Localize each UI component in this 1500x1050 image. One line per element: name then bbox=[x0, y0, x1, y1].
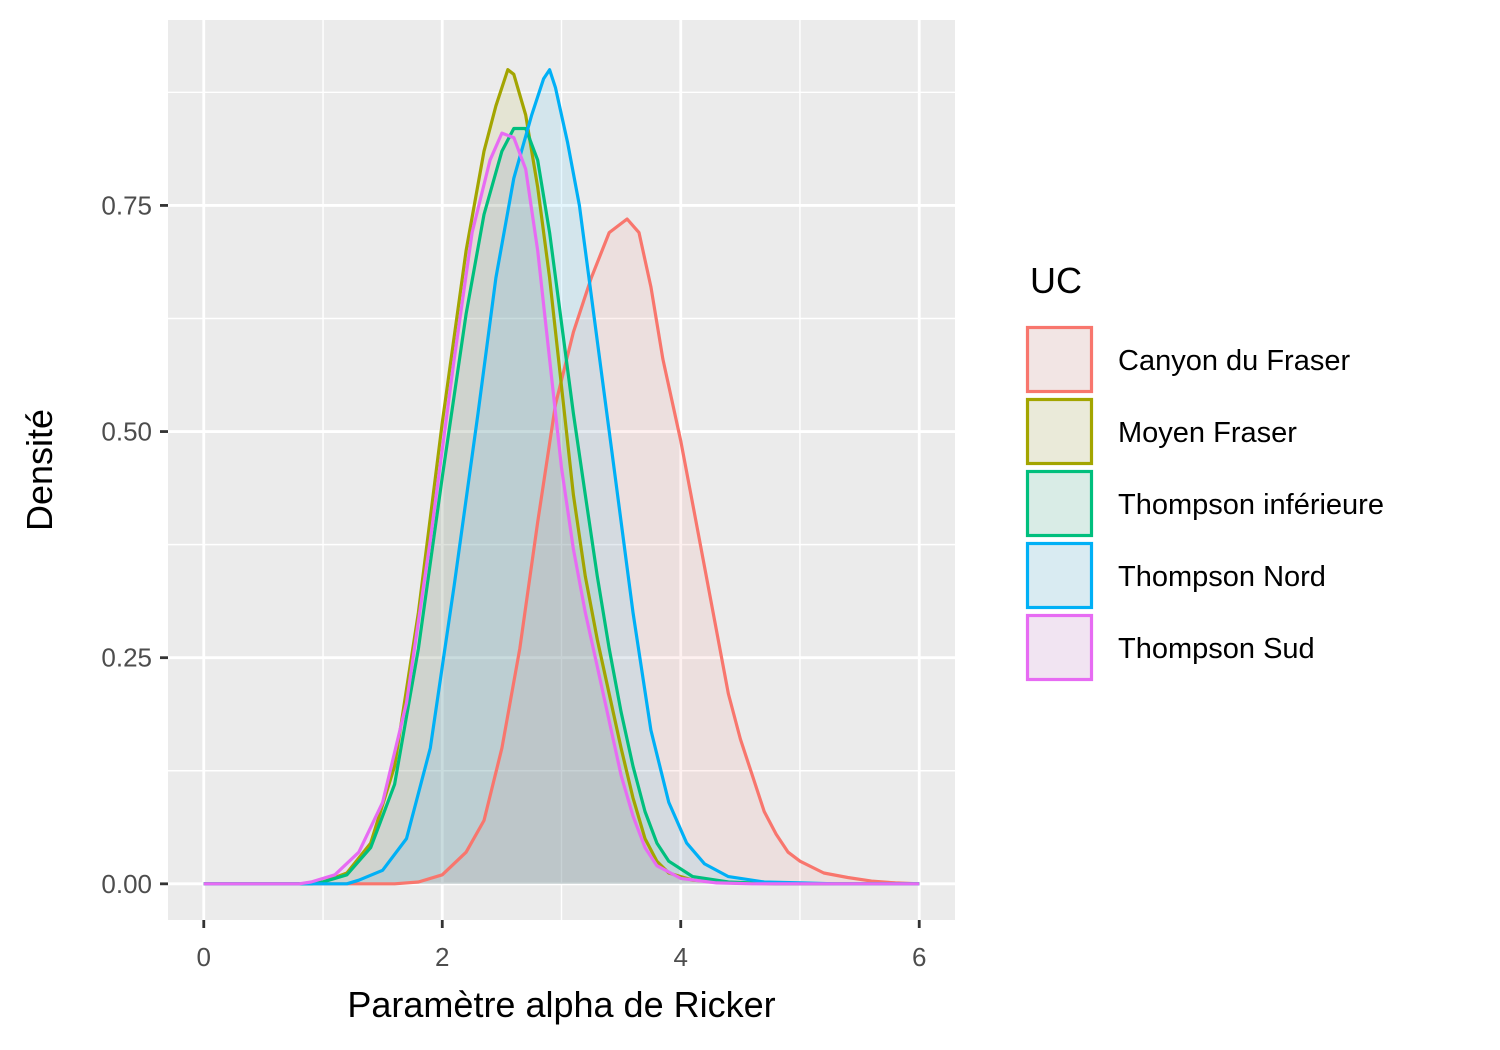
x-axis: 0 2 4 6 bbox=[197, 920, 926, 972]
density-area-2 bbox=[203, 128, 920, 884]
x-tick-label: 6 bbox=[912, 942, 926, 972]
density-line-2 bbox=[203, 126, 920, 886]
legend-label-4: Thompson Sud bbox=[1118, 633, 1315, 665]
legend-label-1: Moyen Fraser bbox=[1118, 417, 1297, 449]
y-tick-label: 0.25 bbox=[101, 643, 152, 673]
legend-label-0: Canyon du Fraser bbox=[1118, 345, 1350, 377]
legend-key-0 bbox=[1025, 325, 1094, 394]
legend-title: UC bbox=[1030, 260, 1082, 301]
x-axis-title: Paramètre alpha de Ricker bbox=[347, 984, 775, 1025]
legend-key-1 bbox=[1025, 397, 1094, 466]
density-lines bbox=[203, 68, 920, 886]
legend-key-2 bbox=[1025, 469, 1094, 538]
legend-key-bg-2 bbox=[1026, 470, 1093, 537]
y-tick-label: 0.75 bbox=[101, 190, 152, 220]
legend-label-2: Thompson inférieure bbox=[1118, 489, 1384, 521]
x-tick-label: 4 bbox=[674, 942, 688, 972]
y-axis-title: Densité bbox=[19, 409, 60, 531]
density-line-1 bbox=[203, 68, 920, 886]
y-tick-label: 0.50 bbox=[101, 417, 152, 447]
legend-label-3: Thompson Nord bbox=[1118, 561, 1326, 593]
legend-key-bg-1 bbox=[1026, 398, 1093, 465]
grid-major bbox=[168, 20, 955, 920]
x-tick-label: 0 bbox=[197, 942, 211, 972]
density-area-0 bbox=[203, 219, 920, 884]
legend-key-bg-4 bbox=[1026, 614, 1093, 681]
legend-key-3 bbox=[1025, 541, 1094, 610]
density-line-0 bbox=[203, 217, 920, 886]
density-area-4 bbox=[203, 133, 920, 884]
y-axis: 0.00 0.25 0.50 0.75 bbox=[101, 190, 168, 899]
legend: UC Canyon du Fraser Moyen Fraser Thompson … bbox=[1025, 260, 1384, 682]
legend-key-bg-0 bbox=[1026, 326, 1093, 393]
x-tick-label: 2 bbox=[435, 942, 449, 972]
density-line-3 bbox=[203, 68, 920, 886]
density-line-4 bbox=[203, 131, 920, 886]
legend-key-4 bbox=[1025, 613, 1094, 682]
y-tick-label: 0.00 bbox=[101, 869, 152, 899]
legend-key-bg-3 bbox=[1026, 542, 1093, 609]
